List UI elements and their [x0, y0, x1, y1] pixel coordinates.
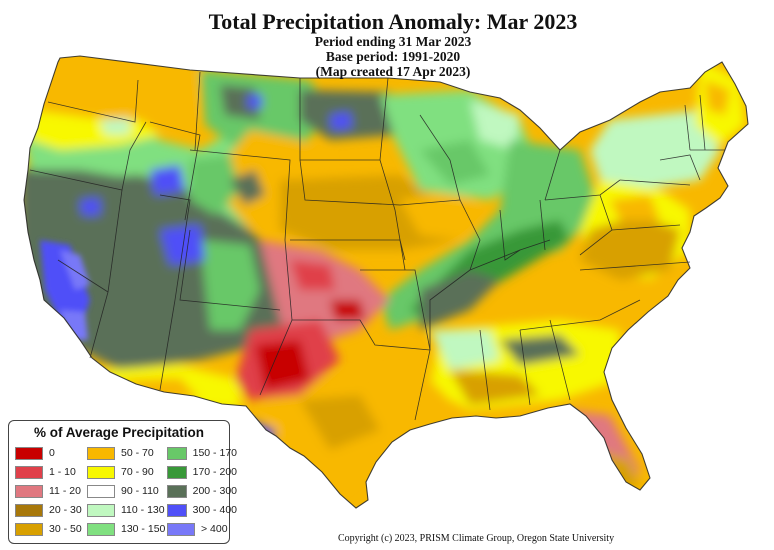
legend-swatch	[167, 465, 187, 479]
legend-swatch	[87, 503, 115, 517]
legend-item: 170 - 200	[167, 464, 237, 480]
state-borders	[23, 55, 749, 509]
legend-item: 30 - 50	[15, 521, 87, 537]
legend-item: 200 - 300	[167, 483, 237, 499]
legend-label: 90 - 110	[121, 485, 159, 497]
legend-item: 1 - 10	[15, 464, 87, 480]
base-period-label: Base period: 1991-2020	[325, 49, 461, 64]
legend-swatch	[87, 522, 115, 536]
legend-item: 110 - 130	[87, 502, 167, 518]
legend-swatch	[167, 522, 195, 536]
legend-swatch	[15, 465, 43, 479]
legend-label: 70 - 90	[121, 466, 154, 478]
legend-swatch	[15, 503, 43, 517]
legend-swatch	[15, 484, 43, 498]
created-date-label: (Map created 17 Apr 2023)	[315, 64, 471, 79]
legend-item: 300 - 400	[167, 502, 237, 518]
map-title: Total Precipitation Anomaly: Mar 2023	[208, 9, 578, 34]
legend-swatch	[167, 484, 187, 498]
legend-item: 20 - 30	[15, 502, 87, 518]
legend-swatch	[15, 446, 43, 460]
legend-label: 20 - 30	[49, 504, 82, 516]
legend-item: > 400	[167, 521, 237, 537]
legend-grid: 0 1 - 10 11 - 20 20 - 30 30 - 50 50 - 70…	[15, 445, 237, 537]
legend-item: 90 - 110	[87, 483, 167, 499]
legend-title: % of Average Precipitation	[33, 425, 205, 440]
legend-swatch	[87, 465, 115, 479]
legend-label: 50 - 70	[121, 447, 154, 459]
legend-item: 50 - 70	[87, 445, 167, 461]
legend-swatch	[167, 503, 187, 517]
legend-item: 70 - 90	[87, 464, 167, 480]
legend-label: > 400	[201, 523, 228, 535]
copyright-notice: Copyright (c) 2023, PRISM Climate Group,…	[338, 533, 615, 544]
legend-label: 30 - 50	[49, 523, 82, 535]
legend-label: 1 - 10	[49, 466, 76, 478]
legend-item: 130 - 150	[87, 521, 167, 537]
legend-label: 170 - 200	[192, 466, 237, 478]
legend-label: 150 - 170	[192, 447, 237, 459]
anomaly-fill	[24, 56, 748, 508]
map-header: Total Precipitation Anomaly: Mar 2023 Pe…	[0, 9, 774, 80]
legend-label: 300 - 400	[192, 504, 237, 516]
legend-swatch	[15, 522, 43, 536]
legend-swatch	[167, 446, 187, 460]
period-label: Period ending 31 Mar 2023	[314, 34, 472, 49]
legend-item: 150 - 170	[167, 445, 237, 461]
legend-swatch	[87, 484, 115, 498]
legend-label: 0	[49, 447, 55, 459]
legend-item: 0	[15, 445, 87, 461]
legend-label: 130 - 150	[121, 523, 166, 535]
legend-label: 11 - 20	[49, 485, 81, 497]
legend-label: 110 - 130	[121, 504, 165, 516]
legend: % of Average Precipitation 0 1 - 10 11 -…	[8, 420, 237, 544]
legend-item: 11 - 20	[15, 483, 87, 499]
legend-swatch	[87, 446, 115, 460]
legend-label: 200 - 300	[192, 485, 237, 497]
